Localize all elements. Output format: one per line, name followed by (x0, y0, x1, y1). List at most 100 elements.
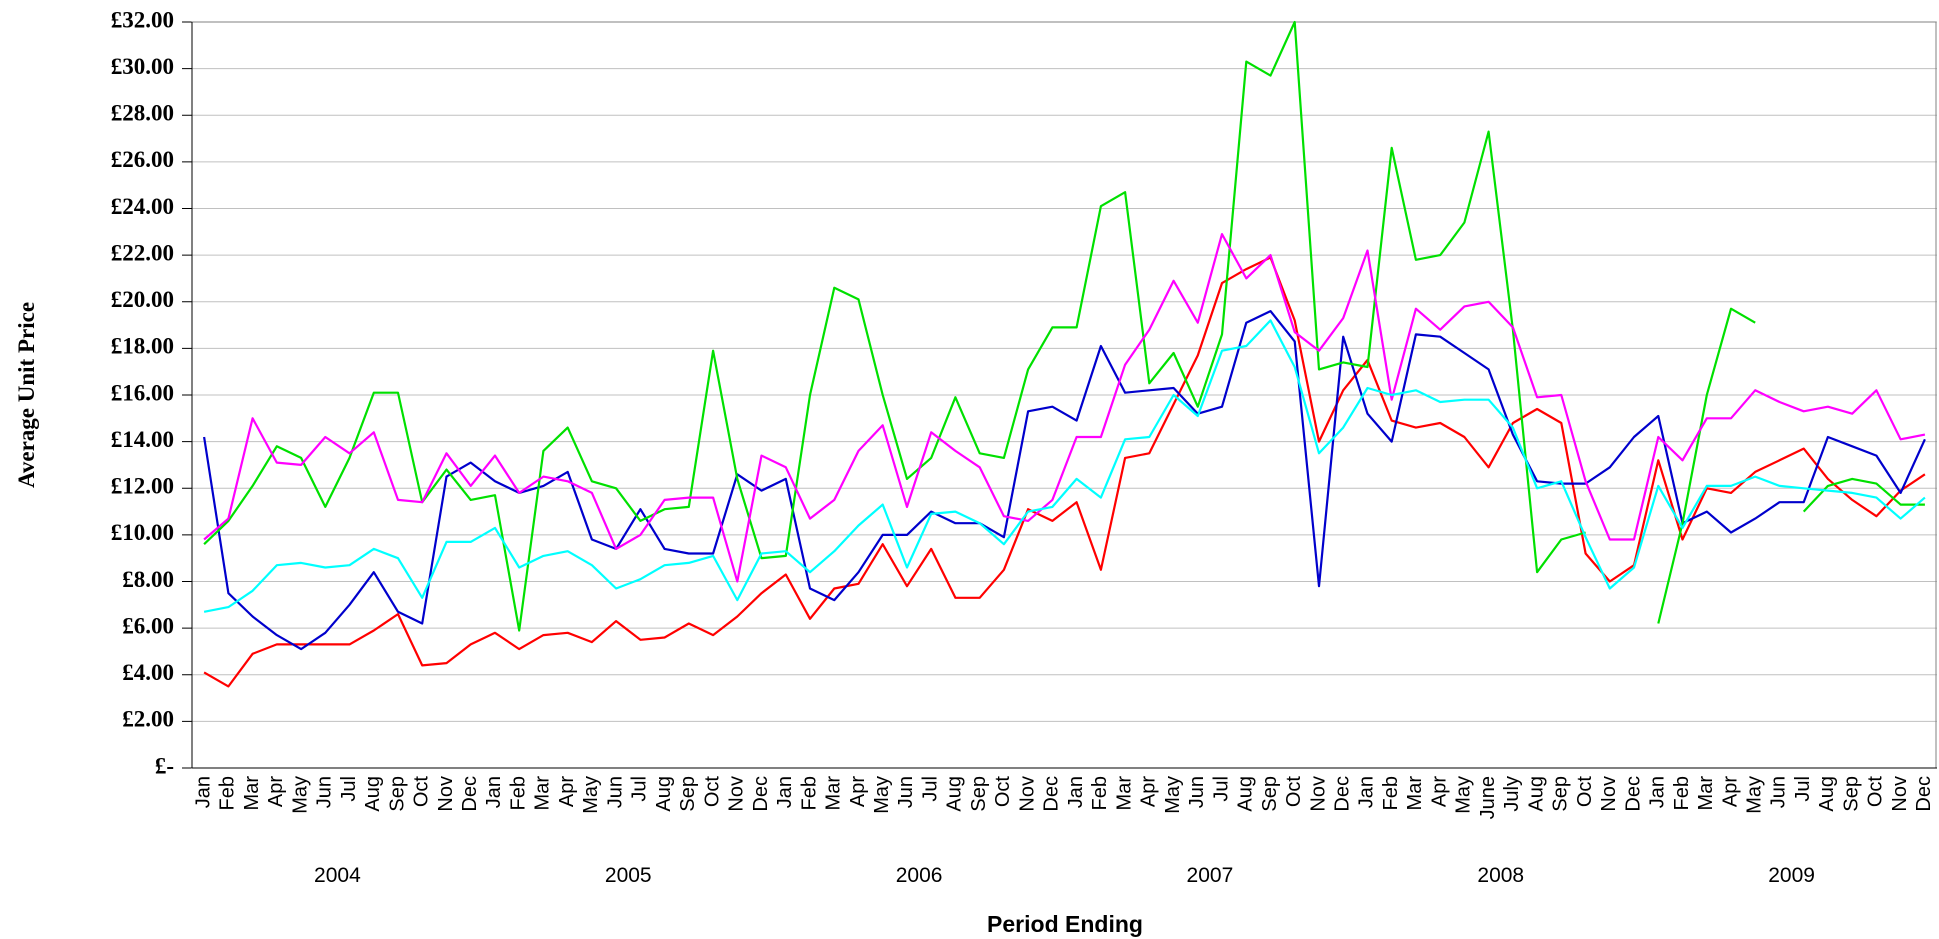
x-tick-label: Dec (750, 776, 772, 812)
y-tick-label: £26.00 (111, 147, 174, 172)
x-tick-label: Dec (1331, 776, 1353, 812)
x-tick-label: Jan (1356, 776, 1378, 808)
y-tick-label: £16.00 (111, 380, 174, 405)
x-tick-label: Feb (217, 776, 239, 810)
year-label: 2006 (896, 864, 943, 887)
x-tick-label: July (1501, 776, 1523, 812)
x-tick-label: Jul (629, 776, 651, 802)
x-tick-label: Feb (1089, 776, 1111, 810)
x-tick-label: Feb (507, 776, 529, 810)
year-label: 2008 (1477, 864, 1524, 887)
x-tick-label: May (1162, 776, 1184, 814)
y-tick-label: £8.00 (122, 567, 174, 592)
x-tick-label: Aug (1525, 776, 1547, 812)
y-tick-label: £20.00 (111, 287, 174, 312)
x-tick-label: Apr (1428, 776, 1450, 807)
x-tick-label: Jul (1210, 776, 1232, 802)
y-tick-label: £10.00 (111, 520, 174, 545)
year-label: 2005 (605, 864, 652, 887)
x-tick-label: Nov (435, 776, 457, 812)
x-tick-label: May (289, 776, 311, 814)
y-tick-label: £30.00 (111, 54, 174, 79)
x-tick-label: Jan (1065, 776, 1087, 808)
y-tick-label: £2.00 (122, 707, 174, 732)
x-tick-label: Jan (1647, 776, 1669, 808)
x-tick-label: Nov (1307, 776, 1329, 812)
x-tick-label: Feb (1380, 776, 1402, 810)
x-tick-label: Oct (701, 776, 723, 808)
series-line (203, 20, 1925, 632)
x-tick-label: May (580, 776, 602, 814)
x-tick-label: Dec (459, 776, 481, 812)
x-tick-label: Mar (1695, 776, 1717, 811)
x-tick-label: Aug (653, 776, 675, 812)
x-tick-label: Mar (241, 776, 263, 811)
x-tick-label: Feb (1671, 776, 1693, 810)
x-tick-label: Aug (362, 776, 384, 812)
x-tick-label: May (1453, 776, 1475, 814)
x-tick-label: Mar (1404, 776, 1426, 811)
y-tick-label: £6.00 (122, 613, 174, 638)
x-tick-label: Sep (1550, 776, 1572, 812)
x-tick-label: Mar (1113, 776, 1135, 811)
x-tick-label: Dec (1913, 776, 1935, 812)
x-tick-label: Dec (1622, 776, 1644, 812)
x-tick-label: Aug (1816, 776, 1838, 812)
year-label: 2004 (314, 864, 361, 887)
x-tick-label: Jun (314, 776, 336, 808)
year-label: 2009 (1768, 864, 1815, 887)
x-tick-label: Nov (1889, 776, 1911, 812)
x-tick-label: Jan (192, 776, 214, 808)
y-tick-label: £12.00 (111, 474, 174, 499)
y-tick-label: £24.00 (111, 194, 174, 219)
y-tick-label: £14.00 (111, 427, 174, 452)
x-tick-label: Feb (798, 776, 820, 810)
x-tick-label: Jul (919, 776, 941, 802)
x-tick-label: Sep (1259, 776, 1281, 812)
x-tick-label: Jan (483, 776, 505, 808)
x-tick-label: Apr (847, 776, 869, 807)
y-axis-title: Average Unit Price (14, 302, 39, 488)
series-line (203, 233, 1926, 583)
y-tick-label: £4.00 (122, 660, 174, 685)
x-tick-label: June (1477, 776, 1499, 819)
x-tick-label: Oct (411, 776, 433, 808)
x-tick-label: Nov (1016, 776, 1038, 812)
x-tick-label: Jul (338, 776, 360, 802)
x-tick-label: Jan (774, 776, 796, 808)
y-tick-label: £18.00 (111, 334, 174, 359)
x-tick-label: May (1744, 776, 1766, 814)
y-tick-label: £28.00 (111, 101, 174, 126)
x-tick-label: Oct (1865, 776, 1887, 808)
x-tick-label: Oct (1283, 776, 1305, 808)
series-line (203, 310, 1926, 651)
x-tick-label: Mar (823, 776, 845, 811)
y-tick-label: £22.00 (111, 240, 174, 265)
x-tick-label: Sep (386, 776, 408, 812)
x-tick-label: Sep (968, 776, 990, 812)
x-tick-label: Apr (556, 776, 578, 807)
x-tick-label: Oct (1574, 776, 1596, 808)
x-tick-label: Apr (265, 776, 287, 807)
x-tick-label: Jun (1186, 776, 1208, 808)
series-line (203, 319, 1926, 613)
x-tick-label: Apr (1138, 776, 1160, 807)
series-line (203, 256, 1926, 688)
x-tick-label: Aug (944, 776, 966, 812)
x-tick-label: Dec (1041, 776, 1063, 812)
x-tick-label: Mar (532, 776, 554, 811)
x-tick-label: Apr (1719, 776, 1741, 807)
x-tick-label: Jun (1768, 776, 1790, 808)
x-tick-label: Jul (1792, 776, 1814, 802)
x-tick-label: Nov (726, 776, 748, 812)
x-tick-label: May (871, 776, 893, 814)
y-tick-label: £- (155, 753, 174, 778)
x-tick-label: Nov (1598, 776, 1620, 812)
y-tick-label: £32.00 (111, 7, 174, 32)
x-tick-label: Aug (1235, 776, 1257, 812)
x-tick-label: Oct (992, 776, 1014, 808)
x-tick-label: Sep (677, 776, 699, 812)
year-label: 2007 (1187, 864, 1234, 887)
x-tick-label: Jun (604, 776, 626, 808)
